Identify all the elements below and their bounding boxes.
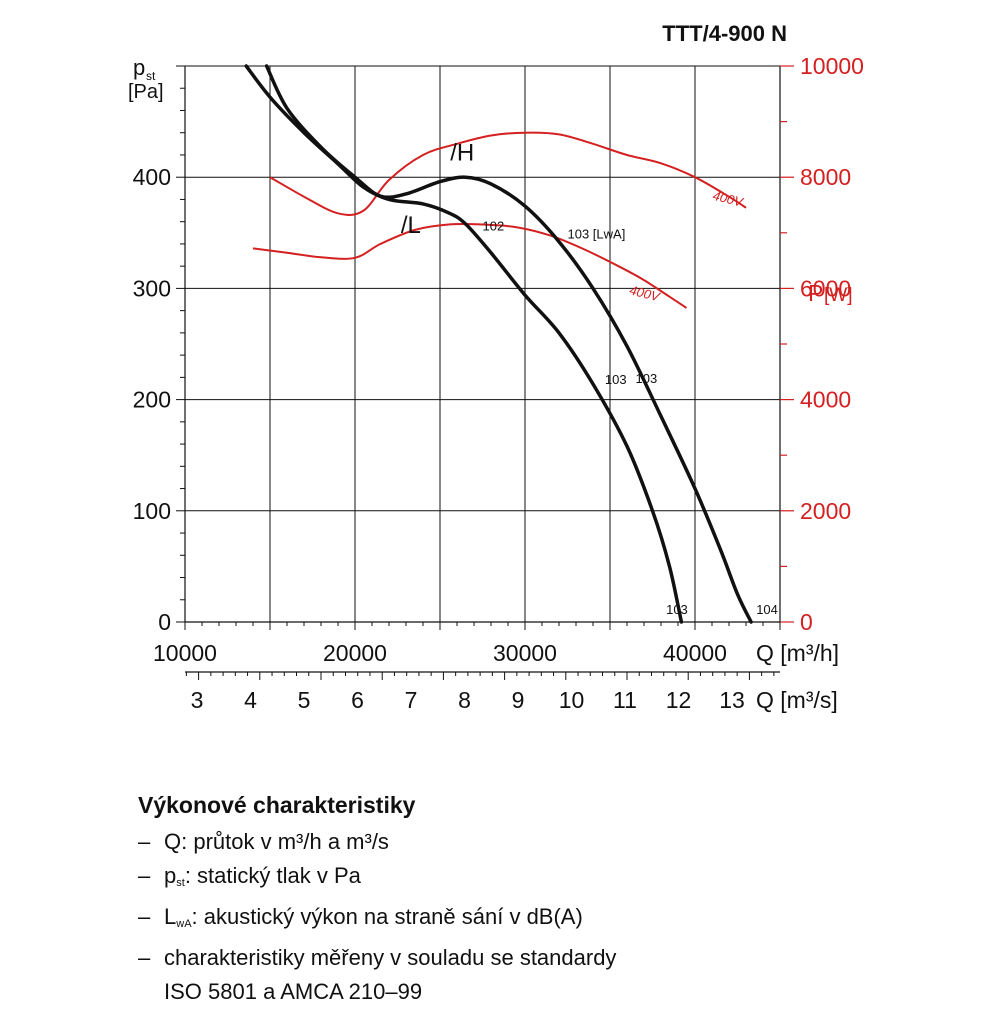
noise-level-label: 103 — [605, 372, 627, 387]
noise-level-label: 102 — [483, 219, 505, 234]
noise-level-label: 103 — [636, 371, 658, 386]
x-bottom-tick-label: 7 — [405, 687, 418, 713]
x-bottom-axis-label: Q [m³/s] — [756, 687, 838, 713]
x-bottom-tick-label: 9 — [512, 687, 525, 713]
y-left-label-main: p — [133, 55, 145, 80]
y-right-tick-label: 6000 — [800, 275, 851, 301]
x-top-tick-label: 20000 — [323, 640, 387, 666]
pressure-curves — [244, 64, 753, 624]
x-bottom-tick-label: 12 — [666, 687, 692, 713]
legend-item-q: Q: průtok v m³/h a m³/s — [138, 825, 838, 859]
noise-level-label: 103 [LwA] — [568, 226, 626, 241]
x-top-axis-label: Q [m³/h] — [756, 640, 839, 666]
power-curves — [252, 131, 747, 309]
legend-block: Výkonové charakteristiky Q: průtok v m³/… — [138, 792, 838, 1009]
y-left-label-unit: [Pa] — [128, 81, 164, 103]
pressure-curve-h — [264, 64, 753, 624]
y-right-tick-label: 4000 — [800, 387, 851, 413]
x-bottom-tick-label: 11 — [613, 687, 637, 713]
y-right-label-unit: [W] — [824, 285, 853, 306]
x-bottom-tick-label: 13 — [719, 687, 745, 713]
x-bottom-tick-label: 5 — [298, 687, 311, 713]
legend-item-lwa: LwA: akustický výkon na straně sání v dB… — [138, 900, 838, 941]
y-right-tick-label: 2000 — [800, 498, 851, 524]
legend-list: Q: průtok v m³/h a m³/s pst: statický tl… — [138, 825, 838, 1009]
power-curve-400v — [269, 131, 747, 216]
legend-title: Výkonové charakteristiky — [138, 792, 416, 818]
fan-performance-chart: TTT/4-900 N 0100200300400020004000600080… — [128, 21, 864, 713]
y-left-tick-label: 0 — [158, 609, 171, 635]
y-left-tick-label: 400 — [133, 164, 171, 190]
x-bottom-tick-label: 6 — [351, 687, 364, 713]
pressure-curve-l — [244, 64, 684, 624]
x-top-tick-label: 30000 — [493, 640, 557, 666]
y-right-label-main: P — [808, 280, 823, 306]
y-right-tick-label: 0 — [800, 609, 813, 635]
grid — [184, 66, 781, 623]
legend-item-standards: charakteristiky měřeny v souladu se stan… — [138, 941, 838, 975]
x-bottom-tick-label: 8 — [458, 687, 471, 713]
x-top-tick-label: 10000 — [153, 640, 217, 666]
legend-item-pst: pst: statický tlak v Pa — [138, 859, 838, 900]
y-right-tick-label: 8000 — [800, 164, 851, 190]
x-bottom-tick-label: 4 — [244, 687, 257, 713]
power-curve-label: 400V — [711, 188, 745, 210]
y-left-tick-label: 200 — [133, 387, 171, 413]
power-curve-400v — [252, 222, 688, 309]
noise-level-label: 103 — [666, 602, 688, 617]
y-left-tick-label: 100 — [133, 498, 171, 524]
y-right-tick-label: 10000 — [800, 53, 864, 79]
x-top-tick-label: 40000 — [663, 640, 727, 666]
y-left-label-sub: st — [146, 69, 156, 83]
curve-name-label: /H — [450, 140, 474, 167]
legend-item-standards-cont: ISO 5801 a AMCA 210–99 — [164, 979, 423, 1004]
x-bottom-tick-label: 3 — [191, 687, 204, 713]
curve-labels: 400V 400V/H/L 102 103 [LwA] 103 103 103 104 — [401, 140, 778, 618]
y-left-tick-label: 300 — [133, 275, 171, 301]
power-curve-label: 400V — [628, 282, 662, 304]
axes: 0100200300400020004000600080001000010000… — [133, 53, 864, 713]
chart-title: TTT/4-900 N — [662, 21, 787, 46]
x-bottom-tick-label: 10 — [559, 687, 585, 713]
curve-name-label: /L — [401, 212, 421, 239]
noise-level-label: 104 — [756, 602, 778, 617]
